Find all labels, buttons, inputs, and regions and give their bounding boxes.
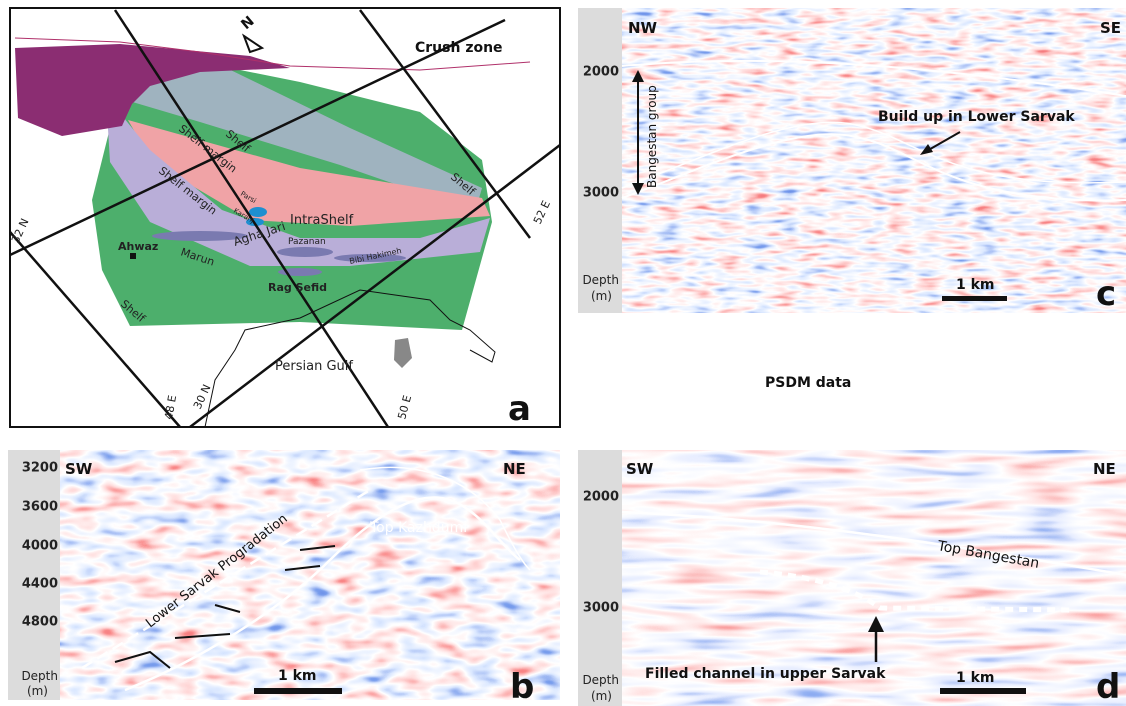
field-shape <box>277 247 333 257</box>
field-shape <box>152 231 248 241</box>
scale-label: 1 km <box>956 277 995 293</box>
scale-bar <box>254 688 342 694</box>
scale-bar <box>942 296 1007 301</box>
purple-unit <box>15 44 290 136</box>
field-shape <box>334 254 406 262</box>
annotation: Bangestan group <box>645 85 659 188</box>
crush-zone-line <box>14 37 531 71</box>
depth-tick-label: 3200 <box>22 461 58 476</box>
scale-bar <box>940 688 1026 694</box>
map-grid-line <box>113 9 390 428</box>
arrow-head <box>868 616 884 632</box>
field-shape <box>249 207 267 217</box>
axis-label: Depth <box>582 273 619 287</box>
sea-label: Persian Gulf <box>275 359 353 374</box>
depth-tick-label: 4800 <box>22 615 58 630</box>
channel-trace <box>759 569 1076 613</box>
depth-column <box>8 450 60 700</box>
direction-label: SE <box>1100 19 1121 37</box>
shelf-margin-inner <box>106 96 490 266</box>
north-arrow <box>241 33 265 54</box>
city-marker <box>130 253 136 259</box>
direction-label: SW <box>65 460 93 478</box>
horizon <box>621 59 1126 97</box>
axis-label: Depth <box>582 673 619 687</box>
fields <box>152 207 406 276</box>
reflector-traces <box>114 545 336 669</box>
field-label: Rag Sefid <box>268 281 327 294</box>
grid-lines <box>9 9 561 428</box>
intrashelf-area <box>128 120 490 226</box>
direction-label: NW <box>628 19 658 37</box>
depth-column <box>578 450 622 706</box>
annotation: Filled channel in upper Sarvak <box>645 666 886 682</box>
seismic-image <box>622 8 1126 313</box>
axis-label: Depth <box>21 669 58 683</box>
horizon <box>124 496 521 692</box>
horizon <box>621 133 1126 202</box>
panel-label: c <box>1096 274 1116 314</box>
trace <box>114 650 171 669</box>
coastline <box>204 289 496 428</box>
seismic-image <box>60 450 560 700</box>
depth-tick-label: 2000 <box>583 490 619 505</box>
field-label: Pazanan <box>288 237 326 247</box>
horizon <box>621 510 1126 577</box>
scale-label: 1 km <box>956 670 995 686</box>
arrow-head <box>920 144 933 155</box>
depth-column <box>578 8 622 313</box>
direction-label: NE <box>1093 460 1116 478</box>
map-grid-line <box>9 18 506 257</box>
direction-label: NE <box>503 460 526 478</box>
seismic-image <box>622 450 1126 706</box>
map-grid-line <box>358 9 532 239</box>
panel-label: a <box>508 389 531 429</box>
depth-tick-label: 3000 <box>583 601 619 616</box>
section-d: 2000 3000 Depth (m) Top Bangestan Filled… <box>578 450 1126 706</box>
depth-tick-label: 2000 <box>583 65 619 80</box>
section-c: 2000 3000 Depth (m) Bangestan group Buil… <box>578 8 1126 314</box>
trace <box>299 545 336 551</box>
scale-label: 1 km <box>278 668 317 684</box>
depth-tick-label: 4400 <box>22 577 58 592</box>
annotation: Top Kazhdumi <box>369 520 467 536</box>
shelf-margin-outer <box>88 58 482 212</box>
grid-label: 50 E <box>395 394 414 421</box>
map-label: Crush zone <box>415 40 503 56</box>
direction-label: SW <box>626 460 654 478</box>
horizon <box>359 466 531 571</box>
map-grid-line <box>9 231 181 428</box>
depth-tick-label: 3600 <box>22 500 58 515</box>
map-panel: N Crush zone Shelf Shelf margin Shelf ma… <box>9 7 561 429</box>
map-grid-line <box>189 144 561 428</box>
trace <box>214 604 241 613</box>
panel-label: d <box>1096 667 1120 706</box>
axis-label: (m) <box>591 289 612 303</box>
section-b: 3200 3600 4000 4400 4800 Depth (m) Lower… <box>8 450 560 706</box>
depth-tick-label: 4000 <box>22 539 58 554</box>
island <box>394 338 412 368</box>
grid-label: 48 E <box>162 394 179 420</box>
trace <box>284 565 321 571</box>
zone-label: IntraShelf <box>290 213 354 228</box>
depth-tick-label: 3000 <box>583 186 619 201</box>
axis-label: (m) <box>591 689 612 703</box>
annotation: Build up in Lower Sarvak <box>878 109 1075 125</box>
axis-label: (m) <box>27 684 48 698</box>
caption: PSDM data <box>765 375 851 391</box>
panel-label: b <box>510 667 534 706</box>
city-label: Ahwaz <box>118 240 158 253</box>
trace <box>174 633 231 639</box>
horizon <box>621 121 1126 189</box>
progradation-line <box>81 488 371 670</box>
